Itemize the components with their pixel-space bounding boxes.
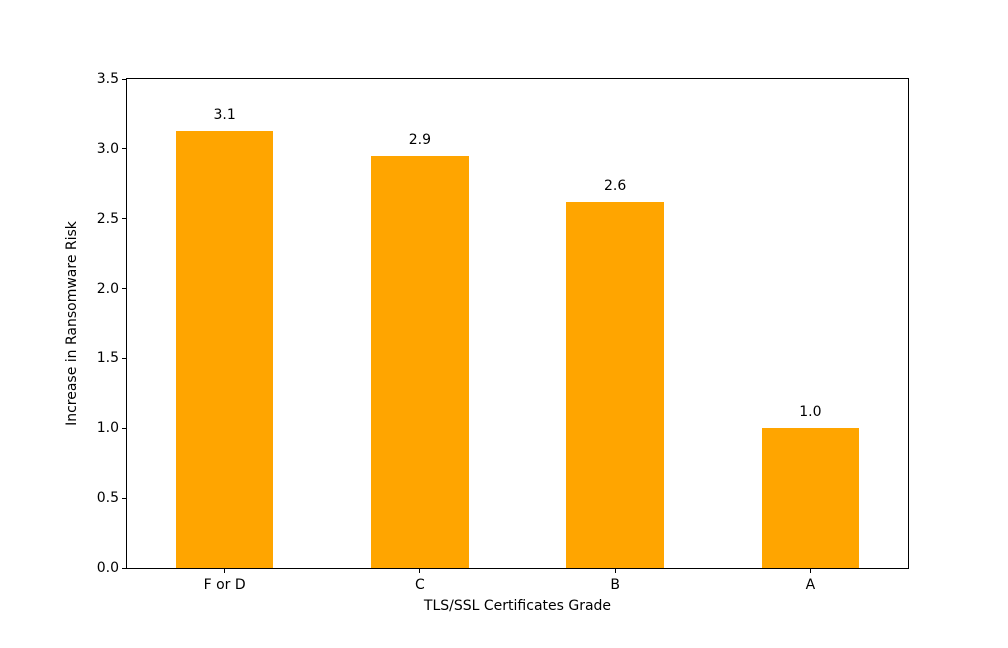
x-axis-tick-mark xyxy=(224,568,226,573)
y-axis-tick-mark xyxy=(122,567,127,569)
y-axis-tick-mark xyxy=(122,357,127,359)
y-axis-tick-label: 0.0 xyxy=(96,560,119,576)
bar-value-label: 2.9 xyxy=(408,131,431,148)
bar-value-label: 1.0 xyxy=(799,404,822,421)
y-axis-tick-label: 1.5 xyxy=(96,350,119,367)
y-axis-tick-mark xyxy=(122,78,127,80)
y-axis-tick-label: 2.0 xyxy=(96,280,119,297)
bar-value-label: 3.1 xyxy=(213,106,236,123)
bar xyxy=(175,130,274,568)
y-axis-tick-mark xyxy=(122,427,127,429)
y-axis-tick-label: 0.5 xyxy=(96,490,119,507)
x-axis-tick-label: B xyxy=(610,577,620,593)
bar xyxy=(761,428,860,568)
x-axis-tick-label: F or D xyxy=(203,577,246,593)
y-axis-tick-label: 3.5 xyxy=(96,71,119,87)
y-axis-tick-mark xyxy=(122,497,127,499)
x-axis-title: TLS/SSL Certificates Grade xyxy=(423,598,612,614)
y-axis-tick-label: 2.5 xyxy=(96,210,119,227)
x-axis-tick-mark xyxy=(419,568,421,573)
bar xyxy=(371,155,469,568)
plot-area: Increase in Ransomware Risk TLS/SSL Cert… xyxy=(64,71,909,614)
y-axis-tick-mark xyxy=(122,148,127,150)
x-axis-tick-label: C xyxy=(414,577,425,593)
y-axis-title: Increase in Ransomware Risk xyxy=(63,221,80,426)
y-axis-tick-mark xyxy=(122,218,127,220)
x-axis-tick-mark xyxy=(809,568,811,573)
y-axis-tick-mark xyxy=(122,288,127,290)
y-axis-tick-label: 3.0 xyxy=(96,140,119,157)
bar-value-label: 2.6 xyxy=(603,177,627,194)
x-axis-tick-mark xyxy=(614,568,616,573)
bar xyxy=(566,201,664,568)
x-axis-tick-label: A xyxy=(805,577,816,593)
y-axis-tick-label: 1.0 xyxy=(96,420,119,437)
